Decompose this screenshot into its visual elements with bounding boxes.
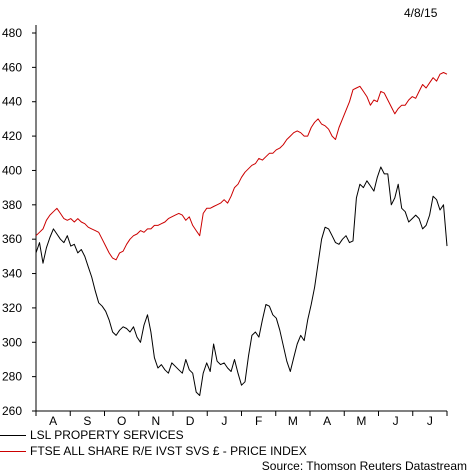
x-tick-label: J [393, 414, 399, 428]
legend-item-ftse: FTSE ALL SHARE R/E IVST SVS £ - PRICE IN… [0, 444, 307, 458]
legend-swatch-lsl [0, 435, 26, 437]
y-tick-label: 400 [2, 163, 22, 177]
y-tick-label: 380 [2, 198, 22, 212]
series-layer [35, 72, 448, 396]
source-note: Source: Thomson Reuters Datastream [261, 459, 467, 473]
legend-label-lsl: LSL PROPERTY SERVICES [30, 428, 184, 442]
x-tick-label: N [152, 414, 161, 428]
x-tick-label: J [221, 414, 227, 428]
y-tick-label: 480 [2, 26, 22, 40]
y-tick-label: 460 [2, 60, 22, 74]
x-tick-label: F [255, 414, 262, 428]
y-axis: 260 280 300 320 340 360 380 400 420 440 460 480 [2, 25, 37, 418]
y-tick-label: 360 [2, 232, 22, 246]
x-tick-label: A [49, 414, 57, 428]
x-tick-label: A [323, 414, 331, 428]
y-tick-label: 440 [2, 95, 22, 109]
y-tick-label: 260 [2, 404, 22, 418]
legend-swatch-ftse [0, 451, 26, 453]
y-tick-label: 280 [2, 370, 22, 384]
y-tick-label: 320 [2, 301, 22, 315]
date-label: 4/8/15 [404, 6, 438, 20]
x-tick-label: M [356, 414, 366, 428]
x-tick-label: M [288, 414, 298, 428]
x-tick-label: S [83, 414, 91, 428]
legend-label-ftse: FTSE ALL SHARE R/E IVST SVS £ - PRICE IN… [30, 444, 307, 458]
series-line-ftse [35, 72, 448, 261]
y-tick-label: 420 [2, 129, 22, 143]
legend-item-lsl: LSL PROPERTY SERVICES [0, 428, 184, 442]
x-tick-label: D [186, 414, 195, 428]
y-tick-label: 300 [2, 335, 22, 349]
x-tick-label: O [117, 414, 126, 428]
x-tick-label: J [427, 414, 433, 428]
series-line-lsl [35, 166, 448, 396]
y-tick-label: 340 [2, 267, 22, 281]
